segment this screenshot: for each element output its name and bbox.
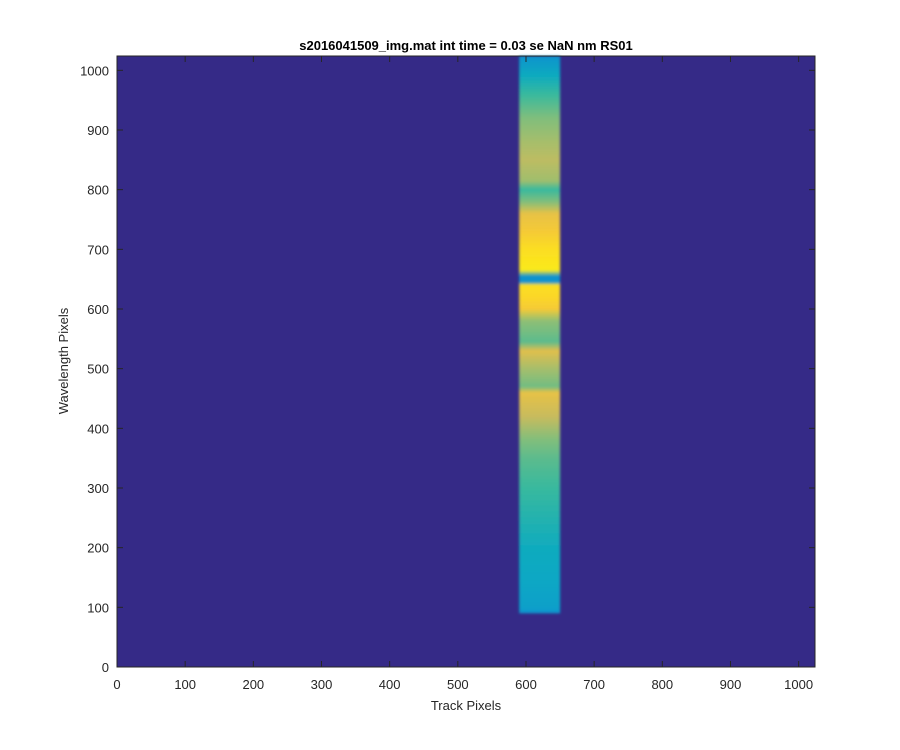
x-axis-ticks: 0 100 200 300 400 500 600 700 800 900 1000 <box>113 56 813 692</box>
x-tick-label: 1000 <box>784 677 813 692</box>
y-tick-label: 800 <box>87 183 109 198</box>
x-axis-label: Track Pixels <box>431 698 502 713</box>
y-tick-label: 700 <box>87 242 109 257</box>
x-tick-label: 200 <box>242 677 264 692</box>
y-tick-label: 200 <box>87 541 109 556</box>
y-tick-label: 300 <box>87 481 109 496</box>
chart-title: s2016041509_img.mat int time = 0.03 se N… <box>299 38 633 53</box>
y-tick-label: 0 <box>102 660 109 675</box>
x-tick-label: 900 <box>720 677 742 692</box>
y-tick-label: 600 <box>87 302 109 317</box>
x-tick-label: 300 <box>311 677 333 692</box>
y-axis-label: Wavelength Pixels <box>56 307 71 414</box>
y-axis-ticks: 0 100 200 300 400 500 600 700 800 900 1000 <box>80 63 815 675</box>
y-tick-label: 500 <box>87 362 109 377</box>
x-tick-label: 100 <box>174 677 196 692</box>
x-tick-label: 500 <box>447 677 469 692</box>
y-tick-label: 1000 <box>80 63 109 78</box>
plot-area <box>117 56 815 667</box>
x-tick-label: 600 <box>515 677 537 692</box>
x-tick-label: 800 <box>651 677 673 692</box>
y-tick-label: 900 <box>87 123 109 138</box>
x-tick-label: 400 <box>379 677 401 692</box>
y-tick-label: 100 <box>87 600 109 615</box>
x-tick-label: 0 <box>113 677 120 692</box>
plot-frame <box>116 55 816 668</box>
y-tick-label: 400 <box>87 421 109 436</box>
intensity-band <box>519 56 561 614</box>
intensity-band-fill <box>519 56 561 614</box>
x-tick-label: 700 <box>583 677 605 692</box>
